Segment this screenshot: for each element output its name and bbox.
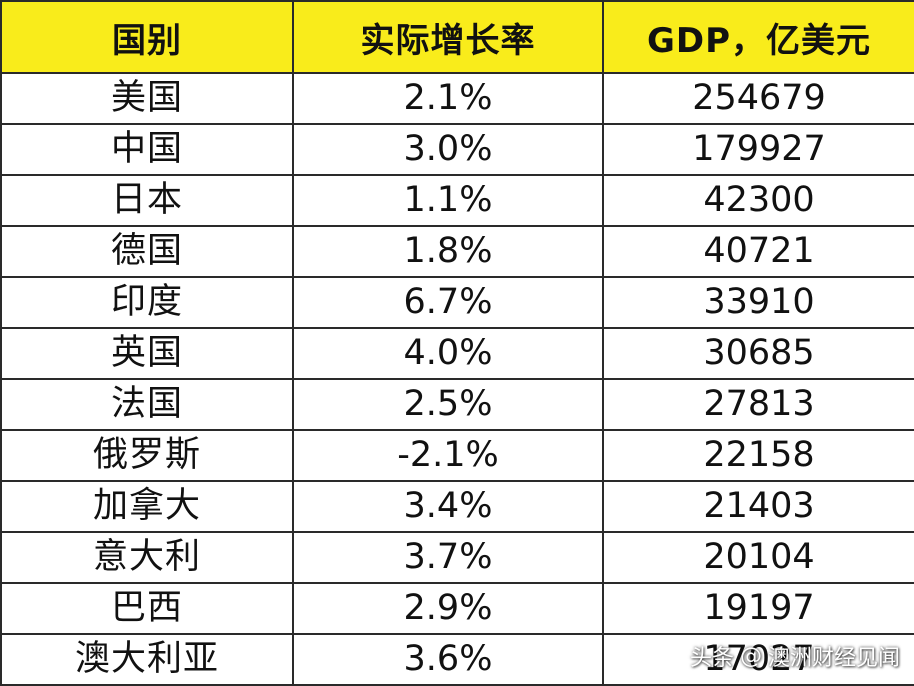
cell-gdp: 17027	[602, 633, 914, 686]
table-row: 印度 6.7% 33910	[0, 276, 914, 329]
cell-growth-rate: 3.4%	[292, 480, 604, 533]
cell-growth-rate: 1.1%	[292, 174, 604, 227]
watermark-at-icon: @	[739, 643, 762, 669]
cell-gdp: 21403	[602, 480, 914, 533]
cell-country: 澳大利亚	[0, 633, 294, 686]
table-row: 英国 4.0% 30685	[0, 327, 914, 380]
cell-country: 中国	[0, 123, 294, 176]
cell-gdp: 22158	[602, 429, 914, 482]
cell-gdp: 19197	[602, 582, 914, 635]
cell-gdp: 40721	[602, 225, 914, 278]
cell-gdp: 254679	[602, 72, 914, 125]
watermark-account: 澳洲财经见闻	[767, 646, 900, 671]
cell-country: 俄罗斯	[0, 429, 294, 482]
table-row: 意大利 3.7% 20104	[0, 531, 914, 584]
cell-country: 加拿大	[0, 480, 294, 533]
cell-growth-rate: 6.7%	[292, 276, 604, 329]
cell-growth-rate: 3.6%	[292, 633, 604, 686]
cell-growth-rate: 3.7%	[292, 531, 604, 584]
cell-gdp: 179927	[602, 123, 914, 176]
table-header-row: 国别 实际增长率 GDP，亿美元	[0, 0, 914, 74]
cell-country: 日本	[0, 174, 294, 227]
cell-country: 巴西	[0, 582, 294, 635]
table-row: 日本 1.1% 42300	[0, 174, 914, 227]
table-row: 俄罗斯 -2.1% 22158	[0, 429, 914, 482]
column-header-country: 国别	[0, 0, 294, 74]
cell-growth-rate: 4.0%	[292, 327, 604, 380]
table-row: 巴西 2.9% 19197	[0, 582, 914, 635]
table-row: 中国 3.0% 179927	[0, 123, 914, 176]
cell-gdp: 20104	[602, 531, 914, 584]
cell-gdp: 33910	[602, 276, 914, 329]
table-row: 美国 2.1% 254679	[0, 72, 914, 125]
cell-growth-rate: 2.5%	[292, 378, 604, 431]
cell-growth-rate: 3.0%	[292, 123, 604, 176]
cell-country: 意大利	[0, 531, 294, 584]
watermark: 头条 @ 澳洲财经见闻	[690, 640, 900, 672]
cell-country: 英国	[0, 327, 294, 380]
table-body: 美国 2.1% 254679 中国 3.0% 179927 日本 1.1% 42300 德国 1.8…	[0, 72, 914, 686]
table-row: 德国 1.8% 40721	[0, 225, 914, 278]
cell-country: 美国	[0, 72, 294, 125]
cell-country: 法国	[0, 378, 294, 431]
column-header-growth-rate: 实际增长率	[292, 0, 604, 74]
cell-country: 印度	[0, 276, 294, 329]
cell-gdp: 27813	[602, 378, 914, 431]
cell-gdp: 42300	[602, 174, 914, 227]
cell-gdp: 30685	[602, 327, 914, 380]
table-row: 澳大利亚 3.6% 17027	[0, 633, 914, 686]
watermark-prefix: 头条	[689, 646, 734, 671]
cell-growth-rate: -2.1%	[292, 429, 604, 482]
column-header-gdp: GDP，亿美元	[602, 0, 914, 74]
cell-country: 德国	[0, 225, 294, 278]
table-row: 加拿大 3.4% 21403	[0, 480, 914, 533]
cell-growth-rate: 2.1%	[292, 72, 604, 125]
table-row: 法国 2.5% 27813	[0, 378, 914, 431]
cell-growth-rate: 1.8%	[292, 225, 604, 278]
cell-growth-rate: 2.9%	[292, 582, 604, 635]
